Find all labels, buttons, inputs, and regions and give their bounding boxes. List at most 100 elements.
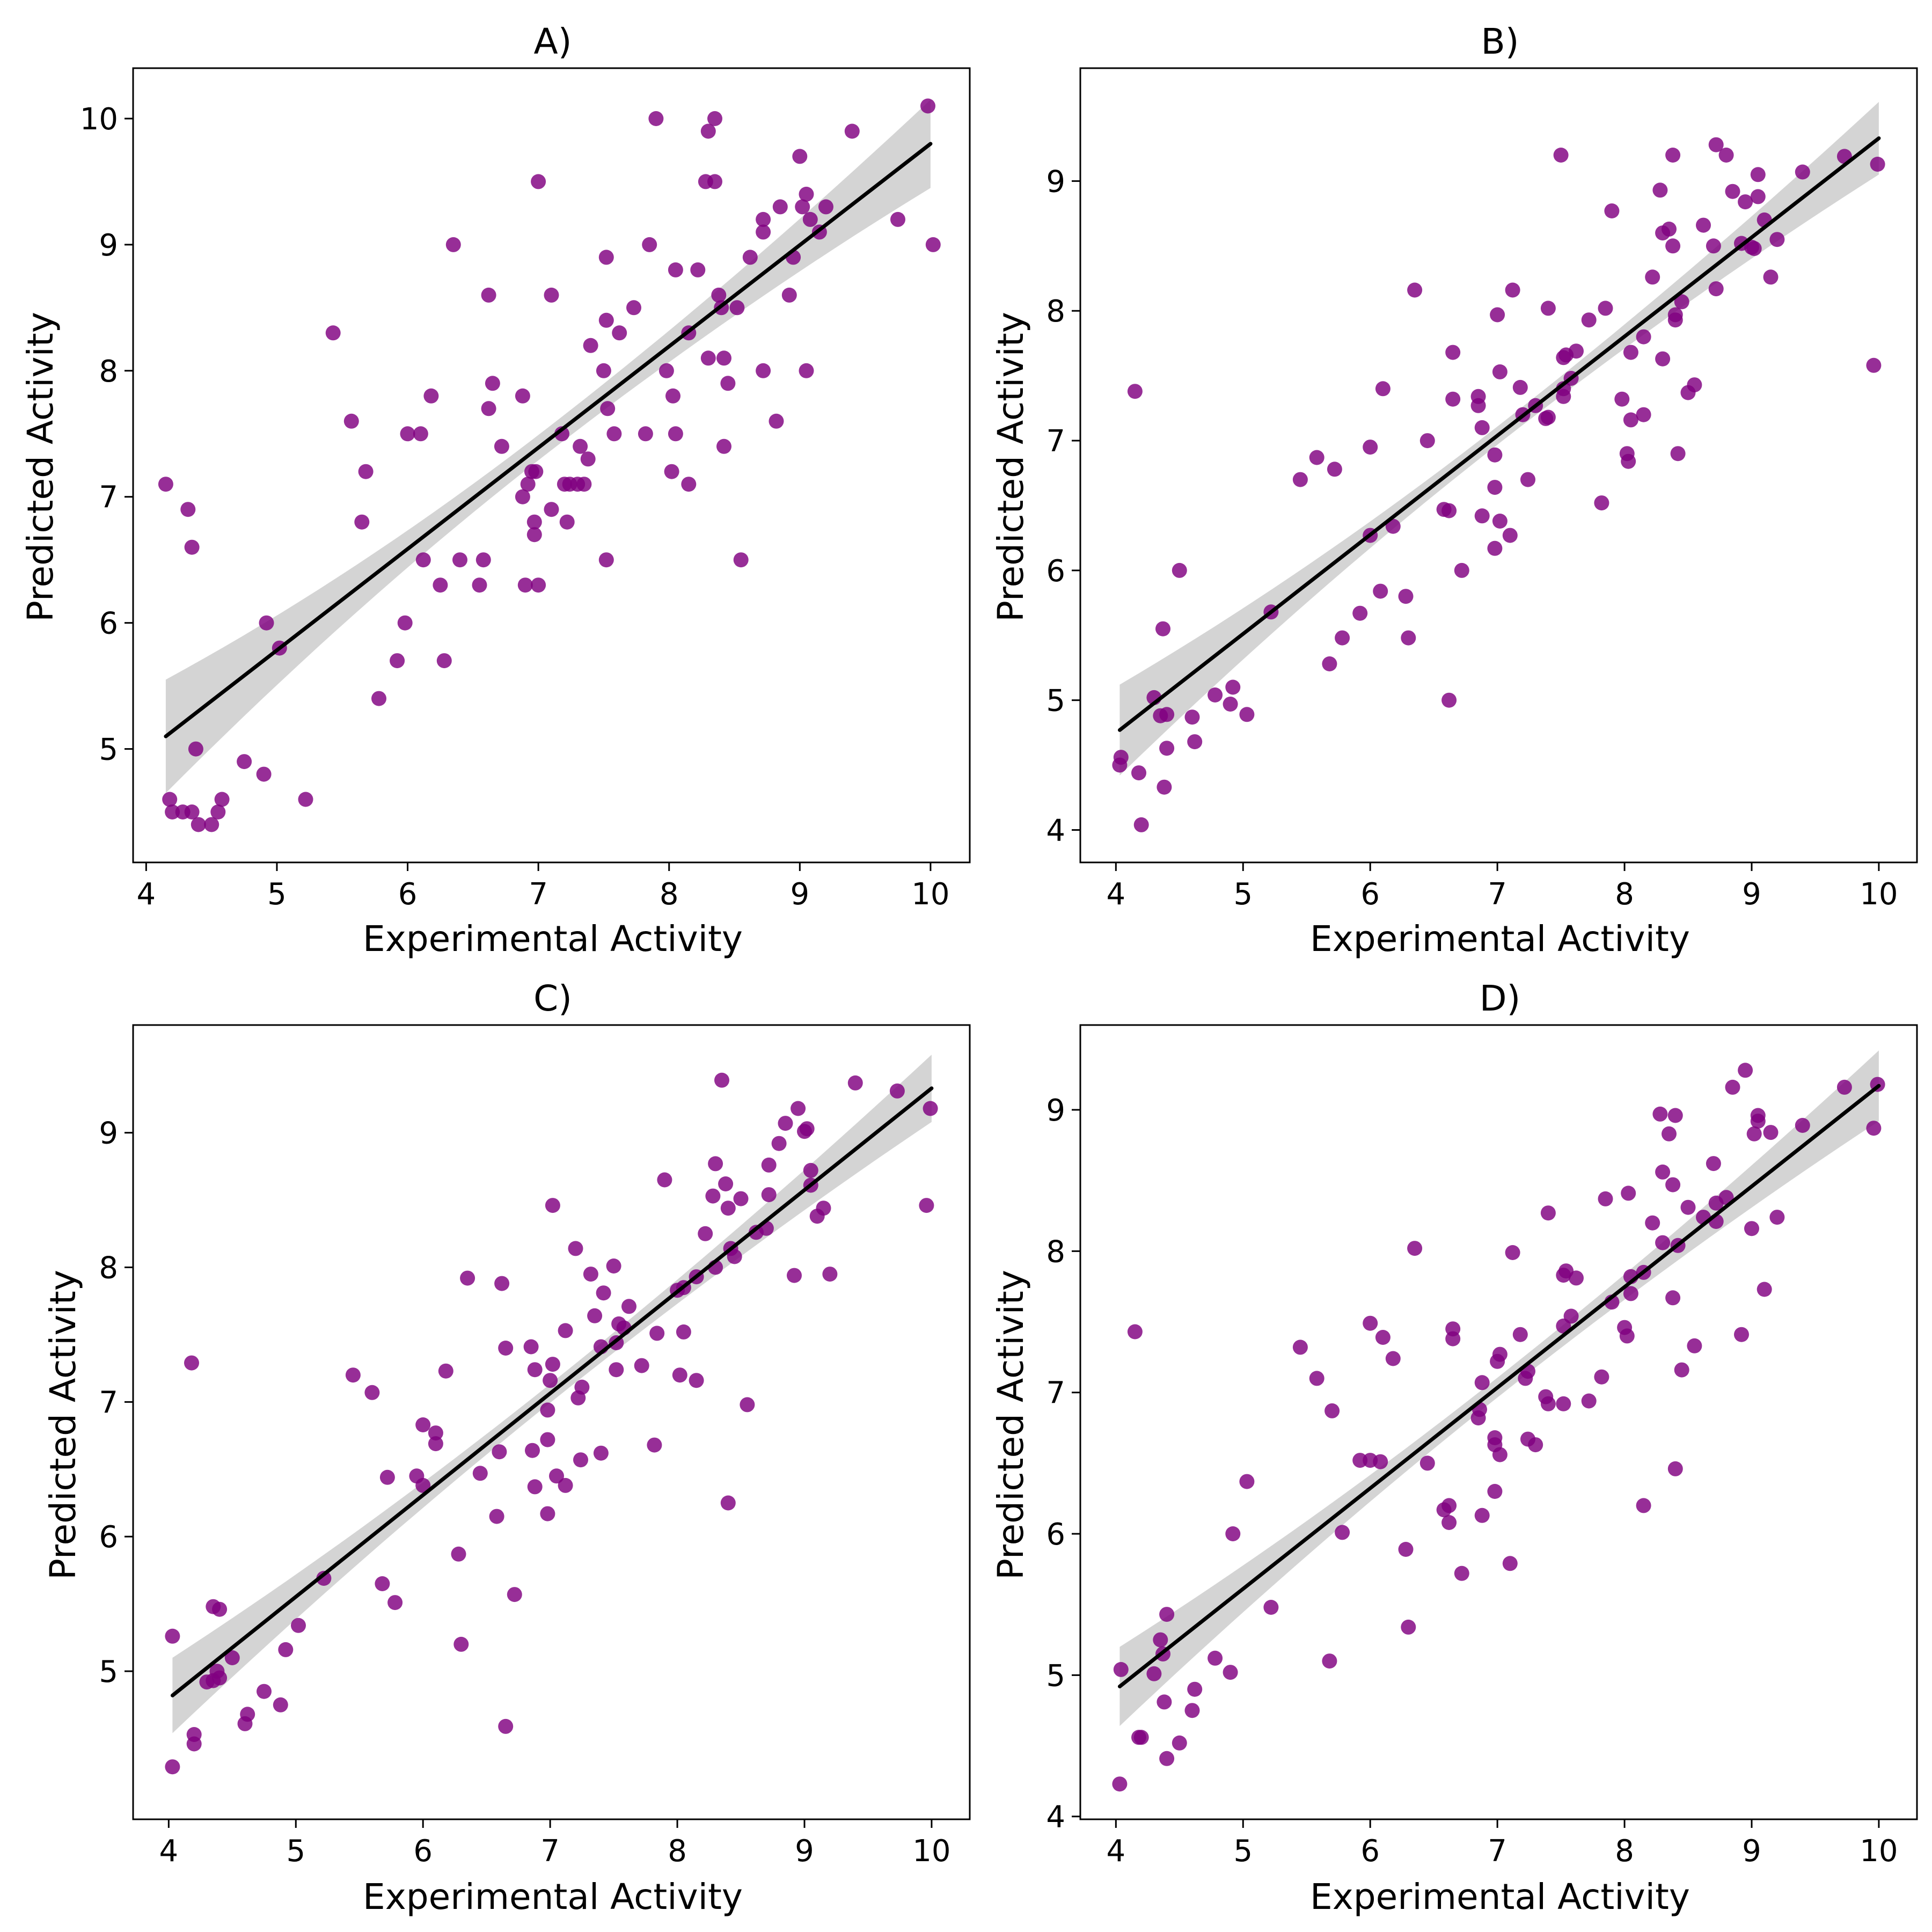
data-point xyxy=(1487,1484,1503,1499)
x-tick-label: 4 xyxy=(159,1834,179,1869)
data-point xyxy=(923,1101,938,1116)
data-point xyxy=(1769,1210,1785,1225)
data-point xyxy=(676,1324,691,1340)
plot-frame xyxy=(132,67,971,863)
data-point xyxy=(573,438,588,454)
x-tick-label: 5 xyxy=(1233,877,1253,912)
data-point xyxy=(690,262,706,277)
data-point xyxy=(494,1276,510,1291)
data-point xyxy=(1598,1191,1613,1206)
data-point xyxy=(600,401,616,416)
data-point xyxy=(415,1477,431,1493)
data-point xyxy=(1492,514,1507,529)
data-point xyxy=(1487,1430,1503,1445)
data-point xyxy=(1604,203,1620,218)
y-tick-label: 5 xyxy=(1046,1658,1065,1693)
data-point xyxy=(729,300,745,316)
y-tick-label: 7 xyxy=(99,1385,118,1420)
x-tick-label: 6 xyxy=(1360,1834,1380,1869)
data-point xyxy=(364,1385,380,1400)
data-point xyxy=(1187,1681,1203,1697)
y-tick-label: 6 xyxy=(99,606,118,641)
data-point xyxy=(186,1727,202,1742)
data-point xyxy=(920,98,935,114)
data-point xyxy=(544,502,559,517)
data-point xyxy=(191,817,206,832)
panel-a: A) Experimental Activity Predicted Activ… xyxy=(20,21,971,960)
x-tick-label: 4 xyxy=(137,877,156,912)
data-point xyxy=(1746,1126,1762,1141)
data-point xyxy=(1636,1498,1651,1513)
data-point xyxy=(1487,447,1503,463)
data-point xyxy=(1157,1694,1172,1710)
data-point xyxy=(1490,307,1505,323)
data-point xyxy=(1225,679,1241,695)
data-point xyxy=(818,199,833,215)
data-point xyxy=(664,464,679,479)
data-point xyxy=(1674,1362,1689,1378)
data-point xyxy=(390,653,405,669)
data-point xyxy=(428,1425,443,1441)
data-point xyxy=(1292,1340,1308,1355)
data-point xyxy=(772,199,788,215)
data-point xyxy=(573,1452,588,1468)
data-point xyxy=(1153,1632,1168,1648)
data-point xyxy=(1159,1607,1175,1622)
data-point xyxy=(720,1495,736,1511)
data-point xyxy=(657,1172,672,1188)
data-point xyxy=(520,477,536,492)
data-point xyxy=(316,1571,332,1586)
y-tick-label: 9 xyxy=(99,228,118,263)
data-point xyxy=(1324,1403,1340,1418)
data-point xyxy=(525,1443,540,1458)
data-point xyxy=(1665,1177,1681,1192)
data-point xyxy=(549,1468,564,1484)
data-point xyxy=(596,1285,611,1301)
data-point xyxy=(612,325,627,341)
data-point xyxy=(256,766,272,782)
data-point xyxy=(1769,232,1785,247)
data-point xyxy=(212,1601,228,1617)
y-tick-label: 8 xyxy=(99,1251,118,1286)
data-point xyxy=(1667,312,1683,328)
data-point xyxy=(1670,446,1686,462)
data-point xyxy=(1734,1327,1749,1342)
data-point xyxy=(460,1270,475,1286)
data-point xyxy=(1665,238,1681,254)
data-point xyxy=(1401,1619,1416,1635)
x-tick-label: 5 xyxy=(1233,1834,1253,1869)
data-point xyxy=(472,1466,488,1481)
data-point xyxy=(727,1249,742,1264)
x-tick-label: 8 xyxy=(1615,1834,1634,1869)
y-tick-label: 9 xyxy=(1046,164,1065,199)
data-point xyxy=(1569,1270,1584,1286)
data-point xyxy=(1441,1498,1457,1513)
data-point xyxy=(387,1595,403,1611)
data-point xyxy=(433,577,448,593)
data-point xyxy=(756,211,771,227)
data-point xyxy=(803,1162,818,1178)
data-point xyxy=(1795,1118,1810,1133)
data-point xyxy=(1665,1290,1681,1306)
data-point xyxy=(718,1176,734,1191)
data-point xyxy=(343,413,359,429)
x-tick-label: 8 xyxy=(660,877,679,912)
data-point xyxy=(707,174,722,189)
data-point xyxy=(606,1258,621,1274)
data-point xyxy=(847,1075,863,1091)
data-point xyxy=(587,1308,603,1323)
data-point xyxy=(1718,148,1734,163)
data-point xyxy=(714,1072,729,1088)
data-point xyxy=(165,1759,180,1775)
data-point xyxy=(1223,697,1238,712)
x-tick-label: 5 xyxy=(286,1834,305,1869)
data-point xyxy=(1445,1331,1461,1346)
data-point xyxy=(1746,241,1762,257)
data-point xyxy=(1292,472,1308,487)
data-point xyxy=(451,1546,466,1562)
data-point xyxy=(638,426,653,442)
data-point xyxy=(1322,1653,1337,1669)
data-point xyxy=(1563,1308,1579,1324)
data-point xyxy=(1445,345,1461,360)
data-point xyxy=(1836,1079,1852,1095)
